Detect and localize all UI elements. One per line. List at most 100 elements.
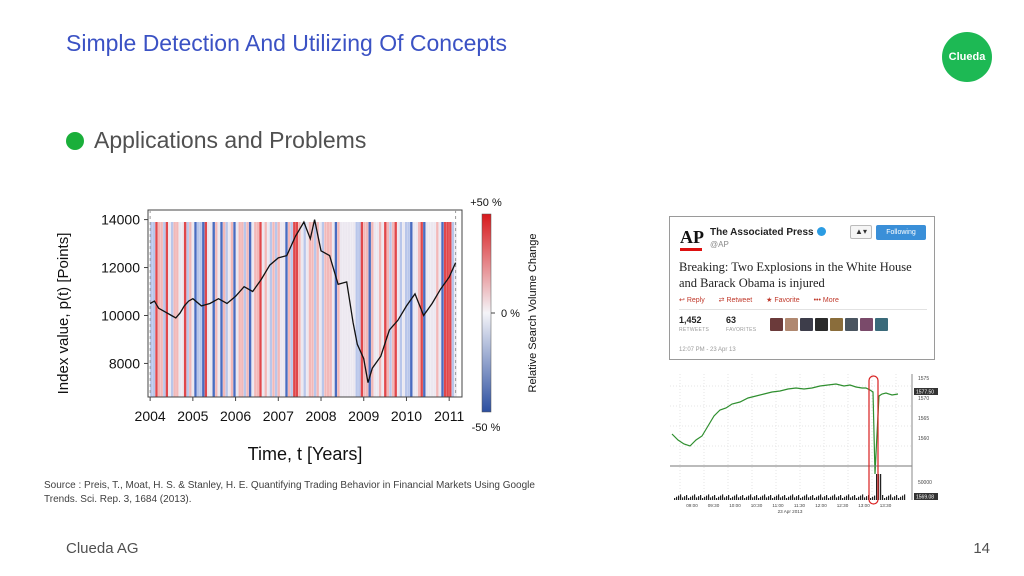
avatar[interactable] <box>875 318 888 331</box>
stock-chart: 1575 1570 1565 1560 1577.50 50000 1569.08 09:00… <box>668 370 940 515</box>
search-volume-stripe <box>264 222 267 397</box>
user-menu-button[interactable]: ▲▾ <box>850 225 872 239</box>
volume-bar <box>708 494 710 500</box>
volume-bar <box>804 495 806 500</box>
retweet-action[interactable]: ⇄ Retweet <box>718 297 753 304</box>
more-action[interactable]: ••• More <box>813 297 839 304</box>
search-volume-stripe <box>272 222 275 397</box>
search-volume-stripe <box>274 222 278 397</box>
reply-action[interactable]: ↩ Reply <box>679 297 705 304</box>
following-button[interactable]: Following <box>876 225 926 240</box>
price-tag-bg <box>914 388 938 395</box>
colorbar-min-label: -50 % <box>472 422 501 434</box>
volume-bar <box>754 496 756 500</box>
volume-bar <box>704 496 706 500</box>
avatar[interactable] <box>815 318 828 331</box>
favorite-action[interactable]: ★ Favorite <box>766 297 800 304</box>
volume-bar <box>814 498 816 500</box>
volume-bar <box>790 495 792 500</box>
y-tick-label: 14000 <box>101 212 140 228</box>
volume-bar <box>824 496 826 500</box>
x-tick-label: 2007 <box>263 408 294 424</box>
search-volume-stripe <box>410 222 413 397</box>
volume-bar <box>752 497 754 500</box>
search-volume-stripe <box>168 222 171 397</box>
volume-bar <box>734 495 736 500</box>
volume-bar <box>778 494 780 500</box>
stock-x-tick-label: 12:30 <box>837 503 849 508</box>
trends-chart: 14000 12000 10000 8000 2004 2005 2006 2007 2008 2… <box>50 190 550 465</box>
volume-bar <box>756 495 758 500</box>
search-volume-stripe <box>186 222 189 397</box>
volume-bar <box>890 494 892 500</box>
volume-bar <box>808 497 810 500</box>
volume-bar <box>796 496 798 500</box>
search-volume-stripe <box>280 222 283 397</box>
volume-bar <box>776 495 778 500</box>
volume-bar <box>822 497 824 500</box>
volume-bar <box>816 496 818 500</box>
volume-bar <box>882 495 884 500</box>
search-volume-stripe <box>173 222 176 397</box>
stock-y-tick-label: 1570 <box>918 396 929 402</box>
stock-date-label: 23 Apr 2013 <box>778 509 803 514</box>
volume-bar <box>682 497 684 500</box>
volume-bar <box>780 497 782 500</box>
search-volume-stripe <box>441 222 444 397</box>
avatar[interactable] <box>770 318 783 331</box>
retweet-label: RETWEETS <box>679 327 710 333</box>
search-volume-stripe <box>157 222 161 397</box>
avatar[interactable] <box>800 318 813 331</box>
colorbar <box>481 213 492 413</box>
search-volume-stripe <box>207 222 210 397</box>
stock-y-tick-label: 1560 <box>918 436 929 442</box>
volume-tag: 1569.08 <box>916 495 934 501</box>
search-volume-stripe <box>243 222 247 397</box>
search-volume-stripe <box>290 222 293 397</box>
stock-x-tick-label: 11:00 <box>772 503 784 508</box>
search-volume-stripe <box>204 222 208 397</box>
volume-bar <box>828 498 830 500</box>
volume-bar <box>892 497 894 500</box>
avatar[interactable] <box>785 318 798 331</box>
volume-bar <box>838 496 840 500</box>
retweet-count: 1,452 <box>679 315 702 325</box>
search-volume-stripe <box>298 222 301 397</box>
volume-bar <box>712 496 714 500</box>
tweet-timestamp: 12:07 PM - 23 Apr 13 <box>679 347 736 353</box>
search-volume-stripe <box>254 222 257 397</box>
search-volume-stripe <box>365 222 369 397</box>
search-volume-stripe <box>316 222 319 397</box>
search-volume-stripe <box>170 222 174 397</box>
avatar[interactable] <box>860 318 873 331</box>
volume-bar <box>700 495 702 500</box>
search-volume-stripe <box>329 222 332 397</box>
volume-bar <box>690 496 692 500</box>
volume-bar <box>860 495 862 500</box>
search-volume-stripe <box>259 222 262 397</box>
avatar[interactable] <box>830 318 843 331</box>
avatar[interactable] <box>845 318 858 331</box>
search-volume-stripe <box>150 222 153 397</box>
stock-x-tick-label: 09:30 <box>708 503 720 508</box>
search-volume-stripe <box>386 222 390 397</box>
search-volume-stripe <box>428 222 431 397</box>
volume-bar <box>862 494 864 500</box>
bullet-dot-icon <box>66 131 84 150</box>
search-volume-stripe <box>415 222 418 397</box>
volume-bar <box>688 498 690 500</box>
search-volume-stripe <box>194 222 197 397</box>
search-volume-stripe <box>152 222 156 397</box>
search-volume-stripe <box>339 222 343 397</box>
tweet-divider <box>679 309 927 310</box>
volume-bar <box>716 498 718 500</box>
y-axis-label: Index value, p(t) [Points] <box>55 233 72 395</box>
search-volume-stripe <box>355 222 358 397</box>
volume-bar <box>852 496 854 500</box>
volume-bar <box>750 494 752 500</box>
search-volume-stripe <box>425 222 429 397</box>
tweet-handle: @AP <box>710 240 729 249</box>
volume-bar <box>864 497 866 500</box>
volume-bar <box>680 494 682 500</box>
search-volume-stripe <box>378 222 382 397</box>
